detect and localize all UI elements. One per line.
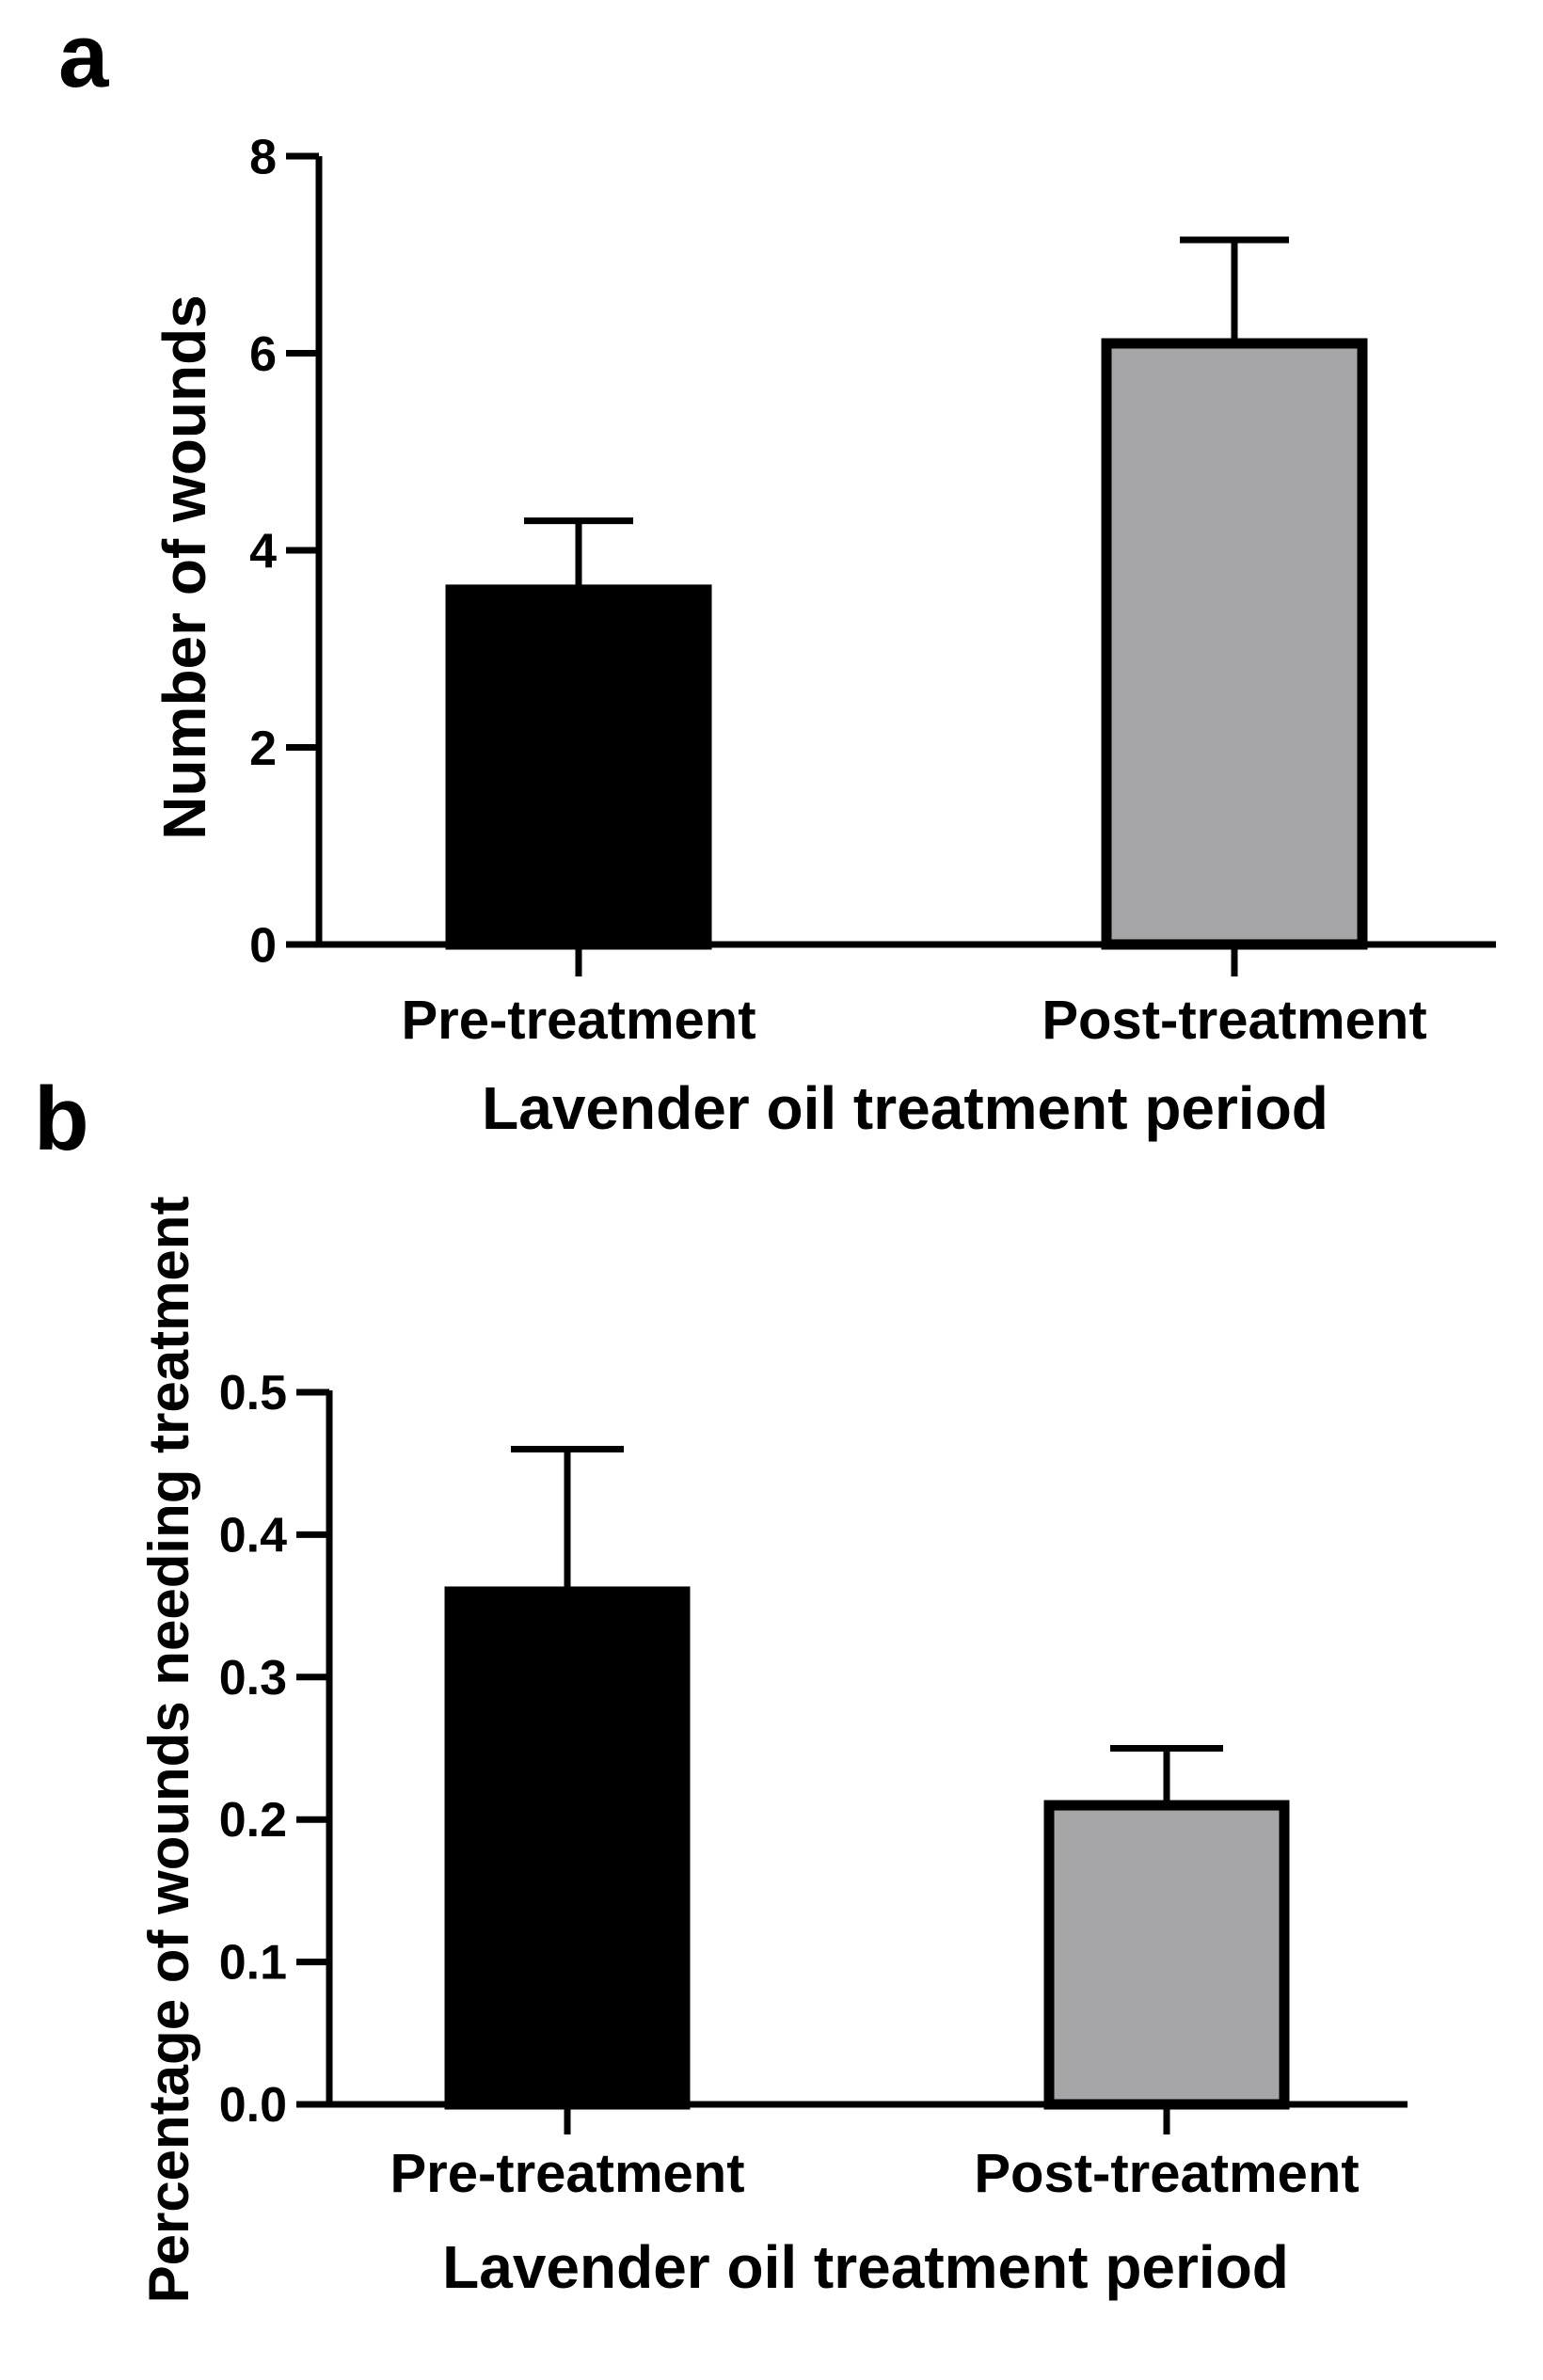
panel-a-bar-1 (445, 584, 712, 950)
panel-b-bar-2 (1043, 1800, 1290, 2110)
panel-b-bar-1 (444, 1586, 691, 2110)
panel-a-bar-2 (1101, 338, 1368, 950)
panel-a-y-tick-label: 6 (249, 327, 277, 382)
panel-b-y-axis-title: Percentage of wounds needing treatment (137, 1197, 200, 2304)
panel-b-y-tick-label: 0.2 (219, 1793, 287, 1848)
panel-a-y-tick-label: 8 (249, 131, 277, 185)
panel-b-letter: b (34, 1069, 89, 1169)
panel-b-y-tick-label: 0.5 (219, 1366, 287, 1420)
panel-b-y-tick-label: 0.1 (219, 1936, 287, 1991)
panel-b-chart: b Percentage of wounds needing treatment… (34, 1069, 1408, 2303)
panel-b-category-label-1: Pre-treatment (390, 2143, 744, 2204)
panel-a-y-tick-label: 4 (249, 525, 277, 579)
panel-b-y-tick-label: 0.3 (219, 1651, 287, 1706)
panel-b-y-tick-label: 0.0 (219, 2078, 287, 2133)
panel-a-y-tick-label: 2 (249, 722, 277, 776)
panel-b-x-axis-title: Lavender oil treatment period (442, 2233, 1289, 2301)
panel-a-category-label-1: Pre-treatment (401, 990, 756, 1051)
panel-a-letter: a (58, 6, 109, 106)
panel-b-y-tick-label: 0.4 (219, 1508, 287, 1563)
panel-a-y-tick-label: 0 (249, 919, 277, 974)
panel-a-y-axis-title: Number of wounds (151, 294, 218, 840)
panel-b-category-label-2: Post-treatment (974, 2143, 1359, 2204)
panel-a-category-label-2: Post-treatment (1042, 990, 1426, 1051)
panel-a-x-axis-title: Lavender oil treatment period (482, 1074, 1328, 1142)
panel-a-chart: a Number of wounds Lavender oil treatmen… (58, 6, 1496, 1142)
